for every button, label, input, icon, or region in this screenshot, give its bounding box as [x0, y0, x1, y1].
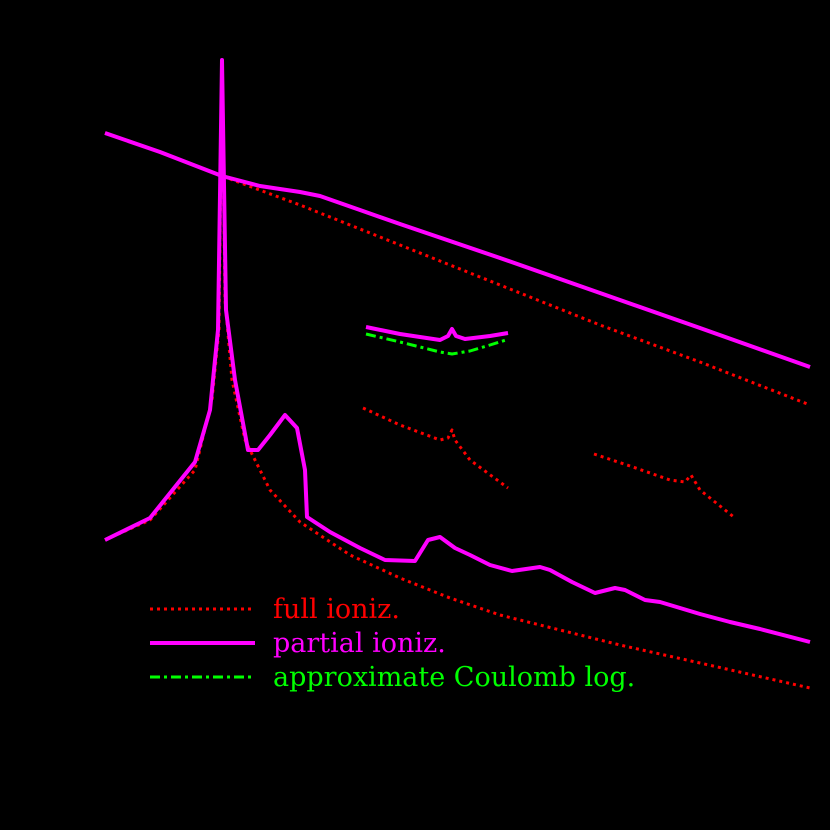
series-line-dotted [593, 452, 736, 520]
dotted-line-swatch-icon [150, 607, 255, 611]
legend-item-approximate-coulomb-log: approximate Coulomb log. [150, 660, 635, 694]
chart-legend: full ioniz. partial ioniz. approximate C… [150, 592, 635, 694]
series-line-solid [104, 131, 811, 369]
series-line-solid [365, 325, 509, 342]
legend-label: full ioniz. [273, 593, 400, 625]
series-line-dashdot [365, 332, 507, 356]
dashdot-line-swatch-icon [150, 675, 255, 679]
legend-label: partial ioniz. [273, 627, 446, 659]
series-line-solid [104, 58, 811, 644]
legend-label: approximate Coulomb log. [273, 661, 636, 693]
series-line-dotted [362, 406, 509, 490]
legend-item-partial-ioniz: partial ioniz. [150, 626, 635, 660]
series-line-dotted [104, 131, 811, 407]
solid-line-swatch-icon [150, 641, 255, 645]
series-line-dotted [104, 58, 811, 690]
legend-item-full-ioniz: full ioniz. [150, 592, 635, 626]
